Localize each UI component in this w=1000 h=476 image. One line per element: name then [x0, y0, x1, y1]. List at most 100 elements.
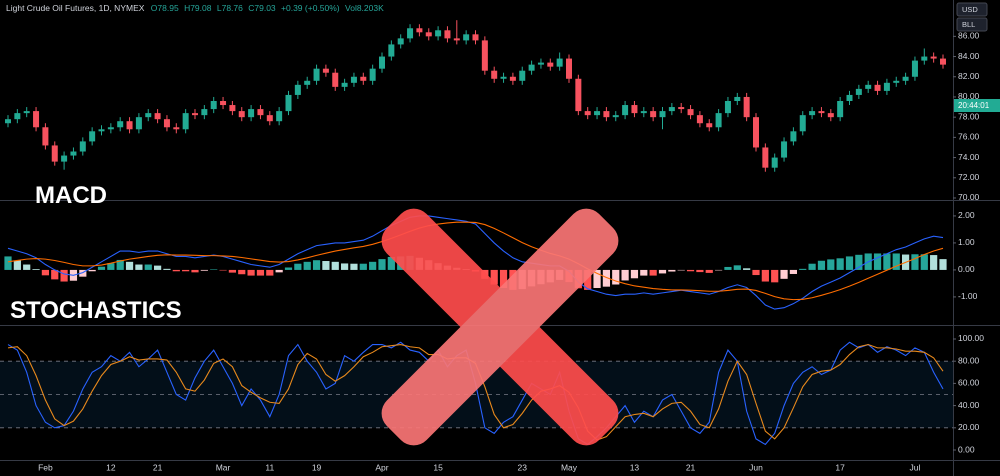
y-tick-label: 84.00 [958, 51, 980, 61]
histogram-bar [41, 269, 49, 276]
candle-body [98, 129, 105, 132]
candle-body [182, 113, 189, 130]
candle-body [304, 80, 311, 85]
candle-body [14, 113, 21, 120]
histogram-bar [228, 269, 236, 273]
candle-body [865, 84, 872, 89]
x-tick-label: Feb [38, 462, 53, 472]
histogram-bar [920, 254, 928, 270]
histogram-bar [163, 268, 171, 270]
y-tick-label: 76.00 [958, 132, 980, 142]
histogram-bar [612, 269, 620, 285]
candle-body [294, 84, 301, 95]
candle-body [547, 62, 554, 67]
candle-body [940, 58, 946, 65]
histogram-bar [350, 263, 358, 270]
currency-badge[interactable] [956, 2, 988, 17]
candle-body [706, 123, 713, 128]
histogram-bar [827, 259, 835, 270]
candle-body [285, 94, 292, 112]
x-tick-label: 21 [153, 462, 163, 472]
candle-body [818, 111, 825, 114]
candle-body [640, 111, 647, 114]
histogram-bar [490, 269, 498, 285]
histogram-bar [256, 269, 265, 276]
histogram-bar [275, 269, 283, 273]
candle-body [678, 107, 685, 110]
histogram-bar [116, 259, 124, 270]
y-tick-label: 1.00 [958, 237, 975, 247]
candle-body [893, 80, 900, 83]
countdown: 20:44:01 [958, 101, 990, 110]
volume: Vol8.203K [345, 3, 384, 13]
candle-body [276, 111, 283, 122]
candle-body [696, 115, 703, 124]
candle-body [322, 68, 329, 73]
histogram-bar [32, 269, 40, 270]
histogram-bar [883, 253, 891, 270]
candle-body [145, 113, 152, 118]
candle-body [575, 78, 582, 112]
y-tick-label: 0.00 [958, 444, 975, 454]
price-panel [5, 20, 946, 172]
histogram-bar [499, 269, 508, 289]
histogram-bar [79, 269, 87, 277]
histogram-bar [911, 254, 919, 270]
histogram-bar [658, 269, 667, 274]
candle-body [51, 145, 58, 162]
y-tick-label: 60.00 [958, 378, 980, 388]
candle-body [556, 58, 563, 67]
candle-body [201, 109, 208, 116]
candle-body [500, 76, 507, 79]
candle-body [407, 28, 414, 39]
candle-body [163, 119, 170, 128]
y-tick-label: 40.00 [958, 400, 980, 410]
candle-body [435, 30, 442, 37]
histogram-bar [761, 269, 769, 282]
x-tick-label: Jun [749, 462, 763, 472]
histogram-bar [621, 269, 629, 281]
candle-body [444, 30, 451, 39]
histogram-bar [817, 260, 826, 270]
candle-body [491, 70, 498, 79]
candle-body [229, 105, 236, 112]
candle-body [135, 117, 142, 130]
candle-body [210, 101, 217, 110]
candle-body [584, 111, 591, 116]
y-tick-label: 78.00 [958, 111, 980, 121]
candle-body [594, 111, 601, 116]
histogram-bar [677, 269, 685, 271]
macd-panel [4, 215, 947, 310]
x-tick-label: 17 [835, 462, 845, 472]
histogram-bar [387, 256, 395, 270]
candle-body [107, 127, 114, 130]
histogram-bar [593, 269, 601, 289]
histogram-bar [892, 253, 900, 270]
histogram-bar [331, 261, 339, 270]
histogram-bar [172, 269, 180, 272]
histogram-bar [369, 261, 377, 270]
histogram-bar [219, 269, 227, 271]
candle-body [715, 113, 722, 128]
candle-body [921, 56, 928, 61]
histogram-bar [668, 269, 676, 272]
candle-body [612, 115, 619, 118]
y-tick-label: 0.00 [958, 264, 975, 274]
histogram-bar [845, 256, 854, 270]
histogram-bar [200, 269, 208, 271]
candle-body [425, 32, 432, 37]
ohlc-value: O78.95 [151, 3, 179, 13]
candle-body [89, 131, 96, 142]
x-tick-label: 23 [518, 462, 528, 472]
candle-body [519, 70, 526, 81]
candle-body [379, 56, 385, 69]
unit-badge[interactable] [956, 17, 988, 32]
candle-body [724, 101, 731, 114]
candle-body [855, 88, 862, 95]
histogram-bar [107, 263, 115, 270]
histogram-bar [266, 269, 274, 276]
indicator-line [7, 215, 944, 310]
candle-body [369, 68, 376, 81]
x-tick-label: 21 [686, 462, 696, 472]
